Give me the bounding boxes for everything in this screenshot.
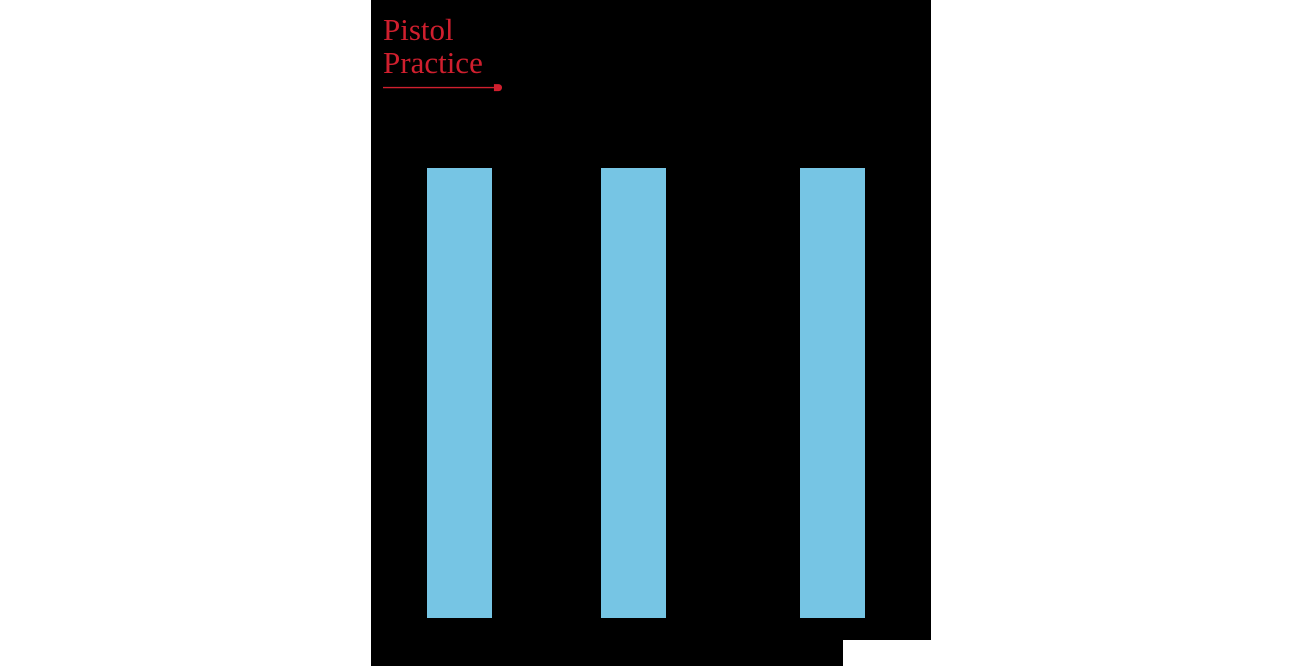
- logo-underline: [383, 81, 503, 93]
- canvas: Pistol Practice: [0, 0, 1300, 666]
- vertical-bar-2: [601, 168, 666, 618]
- logo: Pistol Practice: [383, 14, 503, 93]
- logo-line-2: Practice: [383, 47, 503, 80]
- logo-line-1: Pistol: [383, 14, 503, 47]
- bottom-tab: [843, 640, 931, 666]
- bullet-arrow-icon: [383, 81, 503, 93]
- vertical-bar-3: [800, 168, 865, 618]
- vertical-bar-1: [427, 168, 492, 618]
